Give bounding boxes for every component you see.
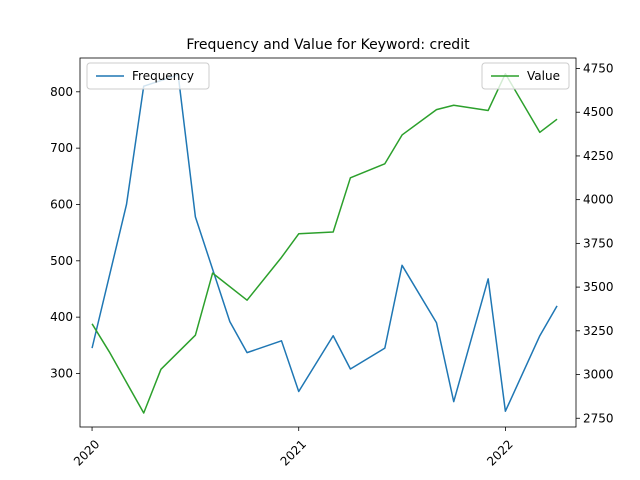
y-right-tick-label: 4250 — [583, 149, 614, 163]
y-axis-left: 300 400 500 600 700 800 — [50, 85, 80, 380]
chart-title: Frequency and Value for Keyword: credit — [186, 37, 470, 53]
y-right-tick-label: 4000 — [583, 193, 614, 207]
series-line-value — [91, 72, 558, 414]
y-right-tick-label: 3000 — [583, 368, 614, 382]
series-line-frequency — [91, 74, 558, 412]
y-right-tick-label: 4500 — [583, 105, 614, 119]
y-left-tick-label: 400 — [50, 310, 73, 324]
legend-box — [86, 62, 210, 90]
plot-frame — [79, 57, 577, 428]
y-left-tick-label: 600 — [50, 197, 73, 211]
x-tick-label: 2022 — [484, 437, 515, 468]
y-right-tick-label: 3250 — [583, 324, 614, 338]
legend-frequency: Frequency — [86, 62, 210, 90]
y-left-tick-label: 700 — [50, 141, 73, 155]
legend-label: Frequency — [132, 69, 194, 83]
y-left-tick-label: 300 — [50, 366, 73, 380]
y-right-tick-label: 3500 — [583, 280, 614, 294]
legend-box — [481, 62, 570, 90]
plot-area — [79, 57, 577, 428]
y-left-tick-label: 500 — [50, 254, 73, 268]
legend-label: Value — [527, 69, 560, 83]
y-right-tick-label: 4750 — [583, 61, 614, 75]
x-axis: 2020 2021 2022 — [71, 427, 516, 469]
y-right-tick-label: 2750 — [583, 411, 614, 425]
legend-value: Value — [481, 62, 570, 90]
x-tick-label: 2020 — [71, 437, 102, 468]
y-axis-right: 2750 3000 3250 3500 3750 4000 4250 4500 4750 — [576, 61, 614, 425]
y-left-tick-label: 800 — [50, 85, 73, 99]
y-right-tick-label: 3750 — [583, 236, 614, 250]
x-tick-label: 2021 — [278, 437, 309, 468]
